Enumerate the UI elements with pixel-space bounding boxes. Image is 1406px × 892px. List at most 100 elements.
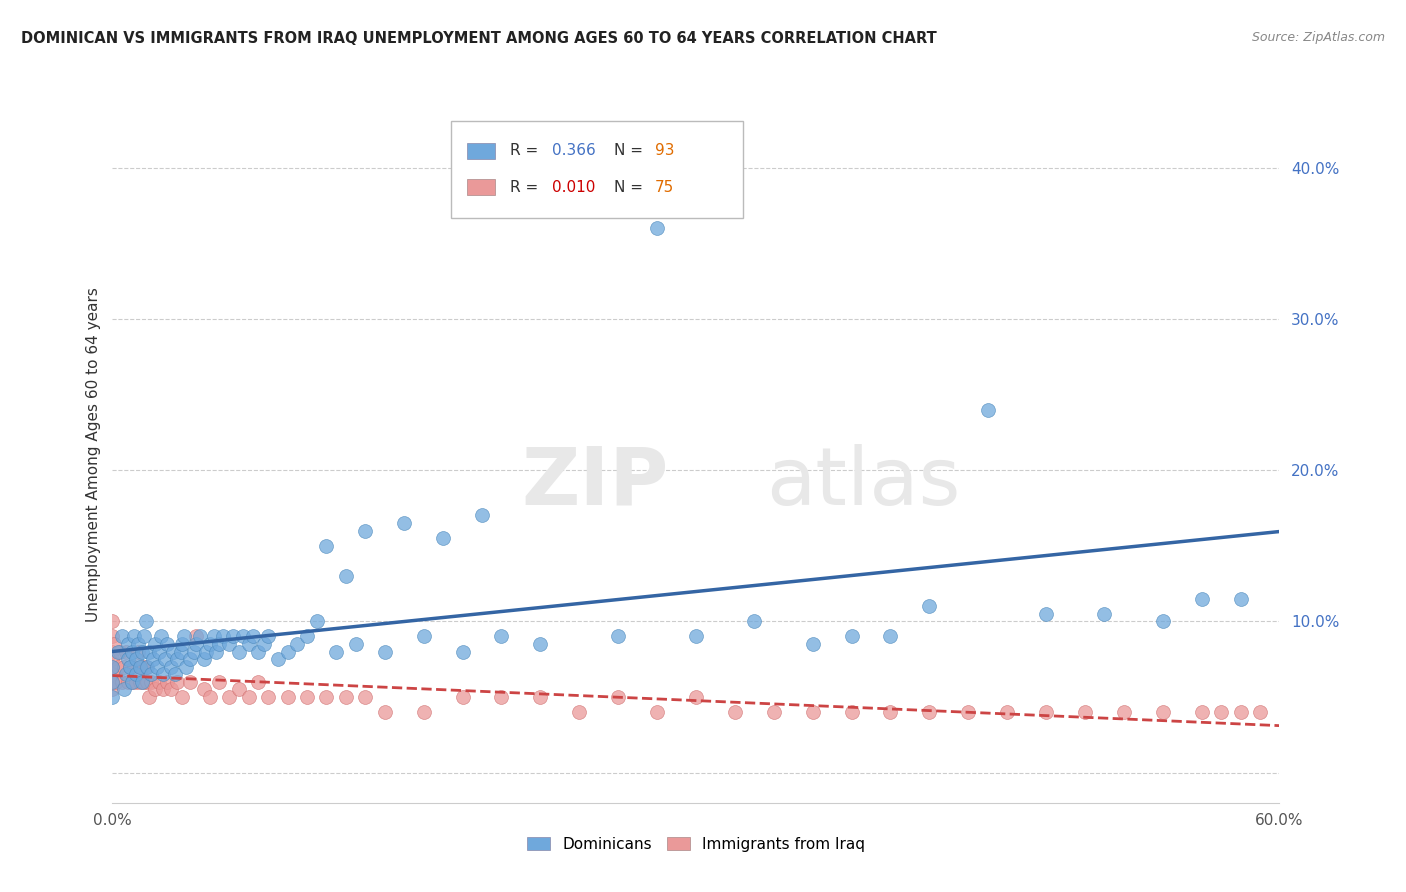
Point xyxy=(568,191,591,205)
Text: 0.366: 0.366 xyxy=(553,144,596,159)
Point xyxy=(208,674,231,689)
Point xyxy=(315,539,337,553)
Point xyxy=(645,705,668,719)
Point xyxy=(172,690,194,704)
Point xyxy=(117,637,139,651)
Point xyxy=(101,615,124,629)
Text: Source: ZipAtlas.com: Source: ZipAtlas.com xyxy=(1251,31,1385,45)
Point xyxy=(115,644,138,658)
Point xyxy=(193,652,215,666)
Point xyxy=(238,690,260,704)
Point xyxy=(568,705,591,719)
Point xyxy=(138,690,160,704)
Point xyxy=(1209,705,1232,719)
Point xyxy=(127,637,149,651)
Point xyxy=(193,682,215,697)
Point xyxy=(208,637,231,651)
Point xyxy=(685,629,707,643)
Point xyxy=(162,644,184,658)
Point xyxy=(128,659,150,673)
Y-axis label: Unemployment Among Ages 60 to 64 years: Unemployment Among Ages 60 to 64 years xyxy=(86,287,101,623)
Point xyxy=(173,629,195,643)
Point xyxy=(394,516,416,530)
Point xyxy=(228,682,250,697)
Point xyxy=(127,644,149,658)
Point xyxy=(141,674,163,689)
Point xyxy=(1249,705,1271,719)
Point xyxy=(101,629,124,643)
Point xyxy=(101,644,124,658)
Point xyxy=(101,682,124,697)
Text: 93: 93 xyxy=(655,144,675,159)
Point xyxy=(166,674,188,689)
Point xyxy=(101,674,124,689)
Text: atlas: atlas xyxy=(766,443,960,522)
Legend: Dominicans, Immigrants from Iraq: Dominicans, Immigrants from Iraq xyxy=(520,830,872,858)
Point xyxy=(801,705,824,719)
Point xyxy=(117,652,139,666)
Point xyxy=(156,637,179,651)
Point xyxy=(412,705,434,719)
Point xyxy=(253,637,276,651)
Point xyxy=(744,615,766,629)
Point xyxy=(412,629,434,643)
Point xyxy=(1152,615,1174,629)
Point xyxy=(121,674,143,689)
Point xyxy=(112,682,135,697)
Point xyxy=(125,674,148,689)
Point xyxy=(202,629,225,643)
Point xyxy=(305,615,328,629)
Point xyxy=(101,690,124,704)
Point xyxy=(607,690,630,704)
Point xyxy=(285,637,308,651)
Point xyxy=(1112,705,1135,719)
Point xyxy=(166,652,188,666)
Point xyxy=(107,659,129,673)
Point xyxy=(121,644,143,658)
Point xyxy=(1229,705,1251,719)
Point xyxy=(143,637,166,651)
Point xyxy=(179,652,201,666)
Point xyxy=(148,674,170,689)
Point xyxy=(276,644,298,658)
Point xyxy=(142,652,165,666)
Text: N =: N = xyxy=(614,144,648,159)
Point xyxy=(841,705,863,719)
Point xyxy=(491,629,513,643)
Point xyxy=(432,531,454,545)
Point xyxy=(152,667,174,681)
Point xyxy=(101,674,124,689)
Point xyxy=(491,690,513,704)
FancyBboxPatch shape xyxy=(451,121,742,219)
Point xyxy=(184,637,207,651)
Point xyxy=(138,644,160,658)
Point xyxy=(315,690,337,704)
Point xyxy=(121,674,143,689)
Point xyxy=(212,629,235,643)
Point xyxy=(131,644,153,658)
Point xyxy=(529,690,551,704)
Point xyxy=(218,637,240,651)
FancyBboxPatch shape xyxy=(467,143,495,159)
Point xyxy=(1191,591,1213,606)
Point xyxy=(101,652,124,666)
Point xyxy=(841,629,863,643)
Point xyxy=(148,644,170,658)
Text: R =: R = xyxy=(510,179,544,194)
Point xyxy=(131,674,153,689)
Point xyxy=(374,705,396,719)
Point xyxy=(110,644,132,658)
Point xyxy=(724,705,747,719)
Point xyxy=(198,690,221,704)
Point xyxy=(188,629,211,643)
Point xyxy=(141,667,163,681)
Text: 75: 75 xyxy=(655,179,675,194)
Point xyxy=(112,659,135,673)
Point xyxy=(295,629,318,643)
Point xyxy=(228,644,250,658)
Point xyxy=(222,629,245,643)
Point xyxy=(150,629,173,643)
Point xyxy=(879,629,901,643)
Point xyxy=(257,690,280,704)
Point xyxy=(125,652,148,666)
